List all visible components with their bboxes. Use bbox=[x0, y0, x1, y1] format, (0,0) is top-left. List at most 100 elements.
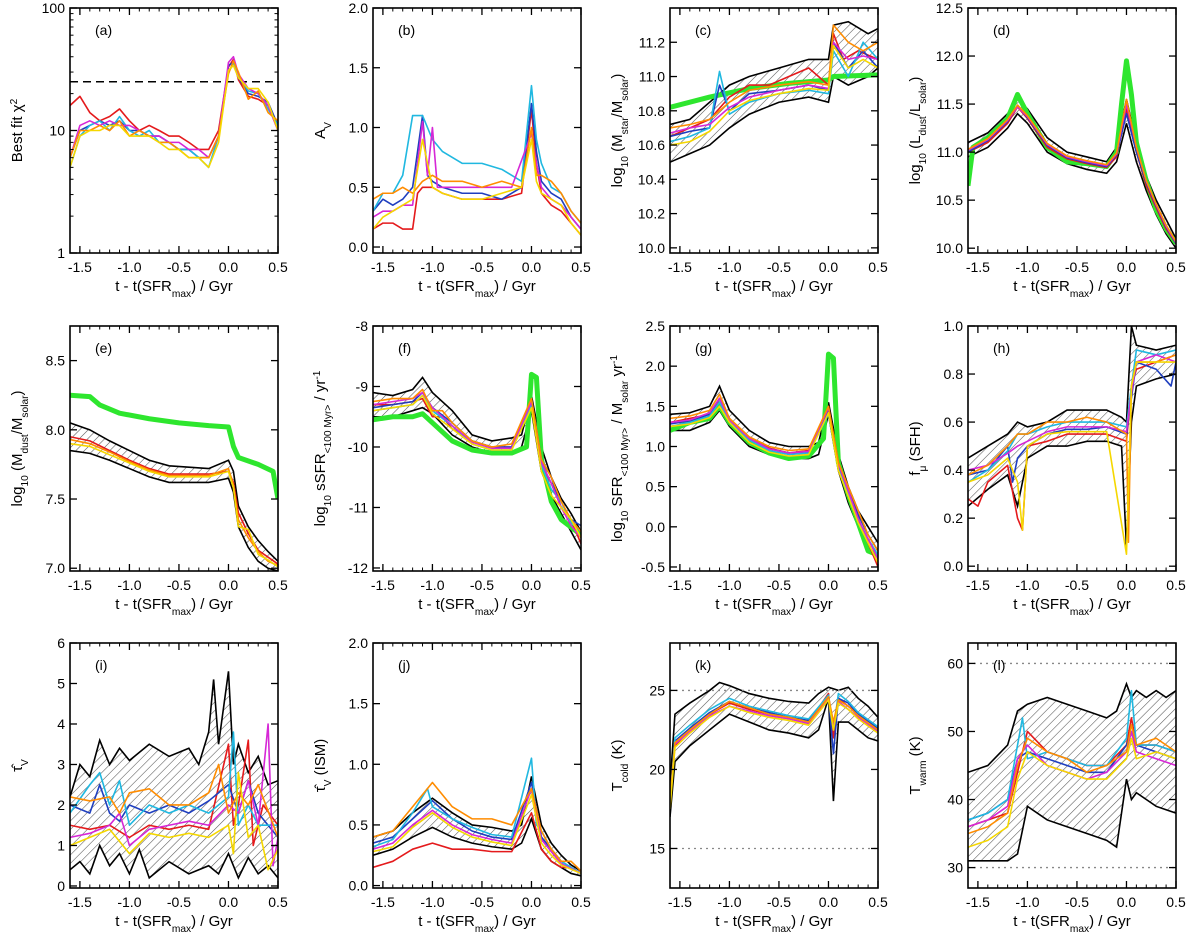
band-upper-g bbox=[670, 384, 878, 544]
ytick-label-h-2: 0.4 bbox=[944, 462, 964, 478]
ylabel-b: AV bbox=[312, 122, 334, 139]
series-line-l-4 bbox=[968, 723, 1176, 835]
xtick-label-l-0: -1.5 bbox=[966, 894, 990, 910]
ytick-label-e-0: 7.0 bbox=[46, 560, 66, 576]
ytick-label-l-2: 50 bbox=[947, 723, 963, 739]
xlabel-k: t - t(SFRmax) / Gyr bbox=[715, 913, 833, 935]
panel-label-h: (h) bbox=[993, 340, 1010, 356]
xtick-label-b-3: 0.0 bbox=[522, 259, 542, 275]
ytick-label-g-0: -0.5 bbox=[641, 559, 665, 575]
xlabel-f: t - t(SFRmax) / Gyr bbox=[418, 596, 536, 618]
ytick-label-a-1: 10 bbox=[49, 123, 65, 139]
xlabel-a: t - t(SFRmax) / Gyr bbox=[115, 278, 233, 300]
xtick-label-i-2: -0.5 bbox=[167, 894, 191, 910]
ylabel-g: log10 SFR<100 Myr> / Msolar yr-1 bbox=[609, 355, 631, 542]
xtick-label-h-3: 0.0 bbox=[1117, 577, 1137, 593]
ytick-label-c-5: 11.0 bbox=[639, 69, 665, 85]
xtick-label-b-2: -0.5 bbox=[470, 259, 494, 275]
ylabel-i: τ̂V bbox=[9, 759, 31, 772]
panel-d: -1.5 -1.0 -0.5 0.0 0.5 10.0 10.5 11.0 11.5 12.0 12… bbox=[907, 0, 1186, 300]
series-line-i-3 bbox=[70, 723, 278, 867]
ytick-label-d-5: 12.5 bbox=[936, 0, 963, 16]
ytick-label-a-2: 100 bbox=[42, 0, 66, 16]
xlabel-b: t - t(SFRmax) / Gyr bbox=[418, 278, 536, 300]
ylabel-j: τ̂V (ISM) bbox=[312, 739, 334, 793]
panel-f: -1.5 -1.0 -0.5 0.0 0.5 -12 -11 -10 -9 -8 (f) t - t(… bbox=[312, 318, 591, 618]
series-line-k-5 bbox=[670, 699, 878, 810]
ytick-label-a-0: 1 bbox=[57, 245, 65, 261]
plot-area-c bbox=[670, 20, 878, 163]
ytick-label-j-2: 1.0 bbox=[349, 756, 369, 772]
series-line-b-5 bbox=[373, 138, 581, 236]
series-line-i-2 bbox=[70, 731, 278, 827]
plot-area-b bbox=[373, 84, 581, 236]
xtick-label-i-3: 0.0 bbox=[219, 894, 239, 910]
plot-area-f bbox=[373, 371, 581, 551]
xtick-label-d-4: 0.5 bbox=[1166, 259, 1186, 275]
xtick-label-f-4: 0.5 bbox=[571, 577, 591, 593]
xtick-label-e-2: -0.5 bbox=[167, 577, 191, 593]
panel-k: -1.5 -1.0 -0.5 0.0 0.5 15 20 25 (k) t - t(SFRmax)… bbox=[609, 642, 888, 935]
panel-a: -1.5 -1.0 -0.5 0.0 0.5 1 10 100 (a) t - t(SFRmax)… bbox=[9, 0, 288, 300]
xtick-label-i-0: -1.5 bbox=[68, 894, 92, 910]
ytick-label-l-3: 60 bbox=[947, 655, 963, 671]
series-line-a-2 bbox=[70, 63, 278, 169]
ytick-label-b-4: 2.0 bbox=[349, 0, 369, 16]
series-line-b-4 bbox=[373, 126, 581, 224]
series-line-j-3 bbox=[373, 787, 581, 875]
xtick-label-j-4: 0.5 bbox=[571, 894, 591, 910]
xtick-label-c-3: 0.0 bbox=[819, 259, 839, 275]
axes-frame-c bbox=[669, 7, 879, 254]
band-upper-c bbox=[670, 20, 878, 126]
series-line-g-5 bbox=[670, 405, 878, 564]
ytick-label-e-1: 7.5 bbox=[46, 491, 66, 507]
xtick-label-e-0: -1.5 bbox=[68, 577, 92, 593]
xtick-label-j-0: -1.5 bbox=[371, 894, 395, 910]
series-line-g-3 bbox=[670, 397, 878, 560]
panel-label-a: (a) bbox=[95, 22, 112, 38]
model-line-e bbox=[70, 392, 278, 500]
plot-area-a bbox=[70, 55, 278, 169]
series-line-a-0 bbox=[70, 58, 278, 151]
ytick-label-d-1: 10.5 bbox=[936, 192, 963, 208]
series-line-f-4 bbox=[373, 388, 581, 533]
xlabel-d: t - t(SFRmax) / Gyr bbox=[1013, 278, 1131, 300]
panel-label-c: (c) bbox=[695, 22, 711, 38]
ytick-label-i-3: 3 bbox=[57, 756, 65, 772]
series-line-g-4 bbox=[670, 393, 878, 552]
panel-label-b: (b) bbox=[398, 22, 415, 38]
series-line-b-3 bbox=[373, 120, 581, 230]
band-lower-k bbox=[670, 698, 878, 817]
ytick-label-j-3: 1.5 bbox=[349, 696, 369, 712]
xtick-label-h-0: -1.5 bbox=[966, 577, 990, 593]
ytick-label-h-3: 0.6 bbox=[944, 414, 964, 430]
ytick-label-g-4: 1.5 bbox=[646, 398, 666, 414]
ytick-label-c-0: 10.0 bbox=[638, 240, 665, 256]
axes-frame-l bbox=[967, 642, 1177, 889]
series-line-b-0 bbox=[373, 108, 581, 236]
ytick-label-b-1: 0.5 bbox=[349, 179, 369, 195]
series-line-b-1 bbox=[373, 102, 581, 230]
ytick-label-k-0: 15 bbox=[649, 840, 665, 856]
xtick-label-j-3: 0.0 bbox=[522, 894, 542, 910]
panel-j: -1.5 -1.0 -0.5 0.0 0.5 0.0 0.5 1.0 1.5 2.0 (j) t - … bbox=[312, 635, 591, 935]
model-line-d bbox=[968, 58, 1176, 245]
band-lower-l bbox=[968, 778, 1176, 862]
ytick-label-f-4: -8 bbox=[356, 318, 369, 334]
ytick-label-j-0: 0.0 bbox=[349, 878, 369, 894]
xlabel-c: t - t(SFRmax) / Gyr bbox=[715, 278, 833, 300]
xtick-label-f-0: -1.5 bbox=[371, 577, 395, 593]
xtick-label-j-2: -0.5 bbox=[470, 894, 494, 910]
xtick-label-l-2: -0.5 bbox=[1065, 894, 1089, 910]
series-line-a-1 bbox=[70, 61, 278, 159]
xtick-label-g-3: 0.0 bbox=[819, 577, 839, 593]
xlabel-e: t - t(SFRmax) / Gyr bbox=[115, 596, 233, 618]
axes-frame-g bbox=[669, 325, 879, 572]
xtick-label-k-3: 0.0 bbox=[819, 894, 839, 910]
series-line-c-4 bbox=[670, 24, 878, 129]
plot-area-j bbox=[373, 757, 581, 877]
ytick-label-b-3: 1.5 bbox=[349, 60, 369, 76]
panel-c: -1.5 -1.0 -0.5 0.0 0.5 10.0 10.2 10.4 10.6 10.8 11… bbox=[609, 7, 888, 300]
plot-area-k bbox=[670, 681, 878, 850]
